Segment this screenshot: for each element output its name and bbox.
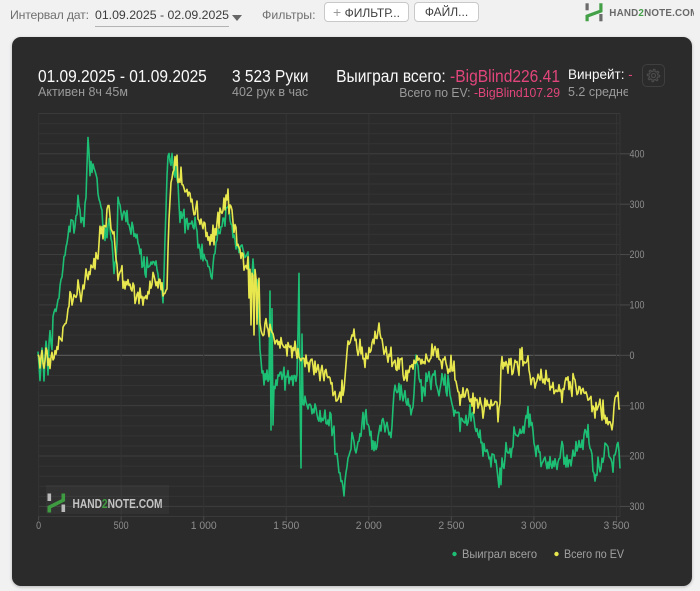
svg-text:HAND2NOTE.COM: HAND2NOTE.COM bbox=[73, 497, 163, 511]
svg-text:Всего по EV: Всего по EV bbox=[564, 547, 624, 561]
svg-text:300: 300 bbox=[630, 199, 645, 211]
svg-text:300: 300 bbox=[630, 501, 645, 513]
svg-text:0: 0 bbox=[36, 520, 41, 532]
svg-text:3 500: 3 500 bbox=[603, 520, 629, 532]
svg-text:400: 400 bbox=[630, 148, 645, 160]
svg-text:HAND2NOTE.COM: HAND2NOTE.COM bbox=[609, 8, 694, 19]
svg-text:100: 100 bbox=[630, 400, 645, 412]
svg-text:1 000: 1 000 bbox=[191, 520, 217, 532]
svg-text:Выиграл всего: Выиграл всего bbox=[462, 547, 537, 561]
svg-text:2 500: 2 500 bbox=[438, 520, 464, 532]
svg-text:200: 200 bbox=[630, 249, 645, 261]
svg-text:2 000: 2 000 bbox=[356, 520, 382, 532]
svg-text:1 500: 1 500 bbox=[273, 520, 299, 532]
svg-text:3 000: 3 000 bbox=[521, 520, 547, 532]
svg-text:0: 0 bbox=[630, 350, 635, 362]
svg-text:200: 200 bbox=[630, 451, 645, 463]
svg-text:500: 500 bbox=[114, 520, 129, 532]
svg-text:100: 100 bbox=[630, 300, 645, 312]
